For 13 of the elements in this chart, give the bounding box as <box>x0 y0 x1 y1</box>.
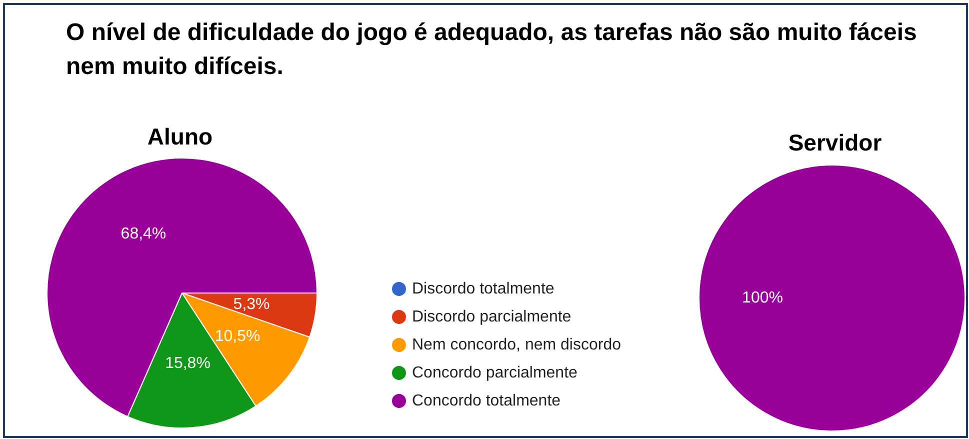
data-label: 68,4% <box>120 225 166 242</box>
legend-label: Discordo totalmente <box>412 280 554 298</box>
legend-label: Concordo parcialmente <box>412 364 578 382</box>
data-label: 10,5% <box>214 328 260 345</box>
data-label: 15,8% <box>165 354 210 372</box>
legend-label: Nem concordo, nem discordo <box>412 336 622 354</box>
data-label: 5,3% <box>233 296 270 314</box>
chart-title: O nível de dificuldade do jogo é adequado, as tarefas não são muito fáceis nem muito difíceis. <box>66 18 918 82</box>
slice-label: Servidor <box>788 130 882 156</box>
legend-label: Concordo totalmente <box>412 392 561 410</box>
legend-label: Discordo parcialmente <box>412 308 572 326</box>
data-label: 100% <box>742 290 783 306</box>
slice-label: Aluno <box>147 124 213 150</box>
